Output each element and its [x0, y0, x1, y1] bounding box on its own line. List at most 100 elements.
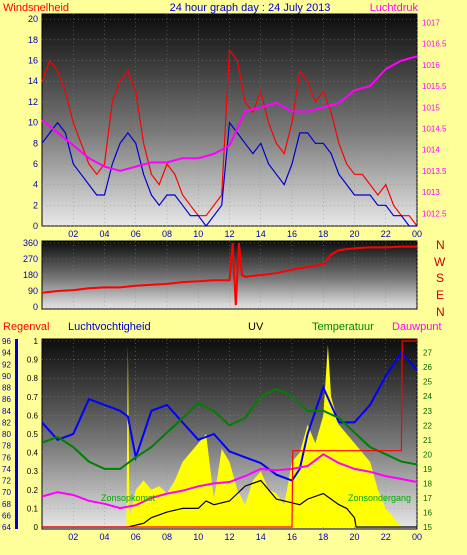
uv-tick-label: 0.9	[27, 356, 39, 365]
pressure-label: Luchtdruk	[370, 2, 419, 14]
wind-pressure-panel: 024681012141618201012.510131013.51014101…	[28, 13, 447, 239]
y2-tick-label: 1012.5	[422, 209, 447, 218]
temperature-tick-label: 21	[423, 436, 432, 445]
dewpoint-label: Dauwpunt	[392, 321, 442, 333]
wind-direction-panel: 0 90 180 270 360	[23, 238, 418, 312]
humidity-tick-label: 66	[2, 511, 11, 520]
humidity-tick-label: 82	[2, 418, 11, 427]
humidity-tick-label: 94	[2, 349, 11, 358]
y-tick-label: 18	[28, 35, 38, 45]
y-tick-label: 4	[33, 180, 38, 190]
compass-w: W	[434, 255, 446, 269]
series-line-humidity	[41, 350, 418, 482]
y2-tick-label: 1014	[422, 146, 440, 155]
y2-tick-label: 1013	[422, 188, 440, 197]
sunrise-label: Zonsopkomst	[101, 493, 156, 503]
y-tick-label: 0	[33, 302, 38, 312]
temperature-tick-label: 24	[423, 392, 432, 401]
x-tick-label: 14	[256, 532, 266, 542]
x-tick-label: 02	[68, 532, 78, 542]
uv-tick-label: 0.3	[27, 467, 39, 476]
chart-title: 24 hour graph day : 24 July 2013	[170, 2, 331, 14]
y-tick-label: 20	[28, 14, 38, 24]
x-tick-label: 12	[224, 229, 234, 239]
series-line-uv	[42, 340, 417, 528]
y-tick-label: 0	[33, 221, 38, 231]
wind-panel-grid	[42, 14, 418, 227]
humidity-tick-label: 64	[2, 523, 11, 532]
uv-tick-label: 1	[34, 337, 39, 346]
humidity-tick-label: 78	[2, 442, 11, 451]
direction-panel-ticks: 0 90 180 270 360	[23, 238, 38, 312]
temperature-tick-label: 22	[423, 421, 432, 430]
y2-tick-label: 1015.5	[422, 82, 447, 91]
x-tick-label: 02	[68, 229, 78, 239]
compass-n-bottom: N	[436, 305, 445, 319]
climate-panel: 64 66 68 70 72 74 76 78 80 82 84 86 88 90 92 94 96 0 0.1 0.…	[2, 337, 432, 542]
direction-panel-grid	[42, 241, 418, 309]
x-tick-label: 04	[99, 532, 109, 542]
y-tick-label: 90	[28, 286, 38, 296]
series-line-left	[41, 121, 417, 227]
y-tick-label: 360	[23, 238, 38, 248]
temperature-tick-label: 23	[423, 407, 432, 416]
x-tick-label: 18	[318, 532, 328, 542]
uv-label: UV	[248, 321, 264, 333]
compass-n-top: N	[436, 238, 445, 252]
temperature-label: Temperatuur	[312, 321, 374, 333]
series-line-right	[41, 55, 418, 172]
x-tick-label: 06	[131, 532, 141, 542]
humidity-scale-bar	[15, 339, 18, 529]
x-tick-label: 00	[412, 229, 422, 239]
humidity-tick-label: 68	[2, 500, 11, 509]
x-tick-label: 18	[318, 229, 328, 239]
temperature-tick-label: 16	[423, 508, 432, 517]
x-tick-label: 10	[193, 532, 203, 542]
y-tick-label: 6	[33, 159, 38, 169]
y-tick-label: 180	[23, 270, 38, 280]
x-tick-label: 08	[162, 532, 172, 542]
y-tick-label: 16	[28, 56, 38, 66]
x-tick-label: 14	[256, 229, 266, 239]
y-tick-label: 12	[28, 97, 38, 107]
humidity-tick-label: 74	[2, 465, 11, 474]
temperature-tick-label: 20	[423, 450, 432, 459]
climate-panel-ticks: 64 66 68 70 72 74 76 78 80 82 84 86 88 90 92 94 96 0 0.1 0.…	[2, 337, 432, 542]
uv-tick-label: 0	[34, 523, 39, 532]
direction-panel-series	[41, 242, 417, 306]
series-line-temperature	[41, 387, 418, 470]
x-tick-label: 16	[287, 229, 297, 239]
y-tick-label: 10	[28, 118, 38, 128]
x-tick-label: 20	[349, 229, 359, 239]
temperature-tick-label: 18	[423, 479, 432, 488]
x-tick-label: 22	[381, 229, 391, 239]
x-tick-label: 04	[99, 229, 109, 239]
x-tick-label: 08	[162, 229, 172, 239]
y2-tick-label: 1015	[422, 103, 440, 112]
humidity-tick-label: 80	[2, 430, 11, 439]
uv-tick-label: 0.1	[27, 504, 39, 513]
y-tick-label: 8	[33, 138, 38, 148]
x-tick-label: 10	[193, 229, 203, 239]
x-tick-label: 20	[349, 532, 359, 542]
y2-tick-label: 1016	[422, 61, 440, 70]
uv-tick-label: 0.5	[27, 430, 39, 439]
temperature-tick-label: 26	[423, 363, 432, 372]
y2-tick-label: 1016.5	[422, 40, 447, 49]
compass-s: S	[436, 271, 444, 285]
x-tick-label: 06	[131, 229, 141, 239]
x-tick-label: 12	[224, 532, 234, 542]
temperature-tick-label: 25	[423, 378, 432, 387]
humidity-tick-label: 86	[2, 395, 11, 404]
compass-e: E	[436, 288, 444, 302]
uv-tick-label: 0.2	[27, 486, 39, 495]
y2-tick-label: 1017	[422, 18, 440, 27]
humidity-tick-label: 76	[2, 453, 11, 462]
temperature-tick-label: 17	[423, 494, 432, 503]
y2-tick-label: 1013.5	[422, 167, 447, 176]
uv-tick-label: 0.7	[27, 393, 39, 402]
uv-tick-label: 0.8	[27, 374, 39, 383]
temperature-tick-label: 27	[423, 349, 432, 358]
x-tick-label: 00	[412, 532, 422, 542]
